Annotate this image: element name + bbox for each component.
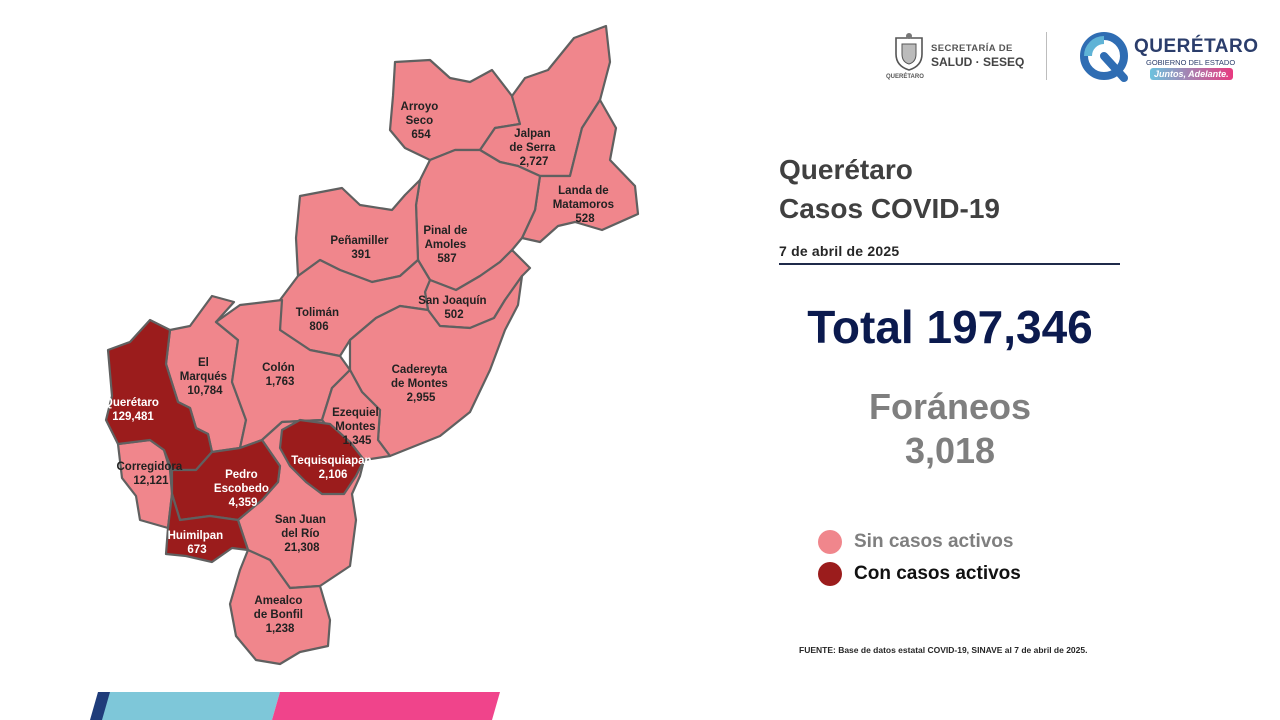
label-amealco: Amealco de Bonfil 1,238	[254, 595, 306, 635]
legend-inactive-label: Sin casos activos	[854, 531, 1014, 552]
legend-active-label: Con casos activos	[854, 563, 1021, 584]
label-jalpan: Jalpan de Serra 2,727	[509, 128, 558, 168]
label-penamiller: Peñamiller 391	[330, 235, 391, 261]
source-note: FUENTE: Base de datos estatal COVID-19, …	[799, 645, 1088, 655]
queretaro-q-logo-icon	[1080, 32, 1128, 82]
region-queretaro[interactable]	[104, 318, 214, 472]
report-date: 7 de abril de 2025	[779, 243, 900, 259]
label-ezequiel: Ezequiel Montes 1,345	[332, 407, 382, 447]
label-arroyo-seco: Arroyo Seco 654	[401, 101, 442, 141]
label-huimilpan: Huimilpan 673	[168, 530, 227, 556]
label-cadereyta: Cadereyta de Montes 2,955	[391, 364, 451, 404]
label-corregidora: Corregidora 12,121	[116, 461, 185, 487]
state-seal-icon	[895, 33, 923, 71]
title-state: Querétaro	[779, 154, 913, 185]
date-underline	[779, 263, 1120, 265]
queretaro-municipalities-map: Arroyo Seco 654 Jalpan de Serra 2,727 La…	[104, 24, 640, 666]
secretaria-line2: SALUD · SESEQ	[931, 55, 1025, 69]
label-pinal: Pinal de Amoles 587	[423, 225, 470, 265]
label-landa: Landa de Matamoros 528	[553, 185, 618, 225]
region-huimilpan[interactable]	[164, 492, 250, 564]
region-tequisquiapan[interactable]	[278, 418, 366, 496]
title-covid: Casos COVID-19	[779, 193, 1000, 224]
slogan-badge: Juntos, Adelante.	[1150, 68, 1233, 80]
label-tequisquiapan: Tequisquiapan 2,106	[291, 455, 375, 481]
state-subtitle: GOBIERNO DEL ESTADO	[1146, 58, 1236, 67]
secretaria-line1: SECRETARÍA DE	[931, 43, 1013, 54]
logo-divider	[1046, 32, 1047, 80]
label-pedro-escobedo: Pedro Escobedo 4,359	[214, 469, 272, 509]
seal-caption: QUERÉTARO	[886, 74, 924, 80]
label-san-joaquin: San Joaquín 502	[418, 295, 490, 321]
region-landa[interactable]	[520, 98, 640, 244]
state-name: QUERÉTARO	[1134, 36, 1259, 57]
total-cases: Total 197,346	[807, 301, 1093, 353]
region-amealco[interactable]	[228, 548, 332, 666]
decorative-bottom-bar	[90, 692, 500, 720]
label-colon: Colón 1,763	[262, 362, 298, 388]
label-el-marques: El Marqués 10,784	[180, 357, 231, 397]
legend-active-swatch	[818, 562, 842, 586]
foraneos-value: 3,018	[904, 430, 996, 471]
foraneos-label: Foráneos	[868, 386, 1032, 427]
label-toliman: Tolimán 806	[296, 307, 342, 333]
label-queretaro: Querétaro 129,481	[104, 397, 162, 423]
label-san-juan: San Juan del Río 21,308	[275, 514, 329, 554]
legend-inactive-swatch	[818, 530, 842, 554]
